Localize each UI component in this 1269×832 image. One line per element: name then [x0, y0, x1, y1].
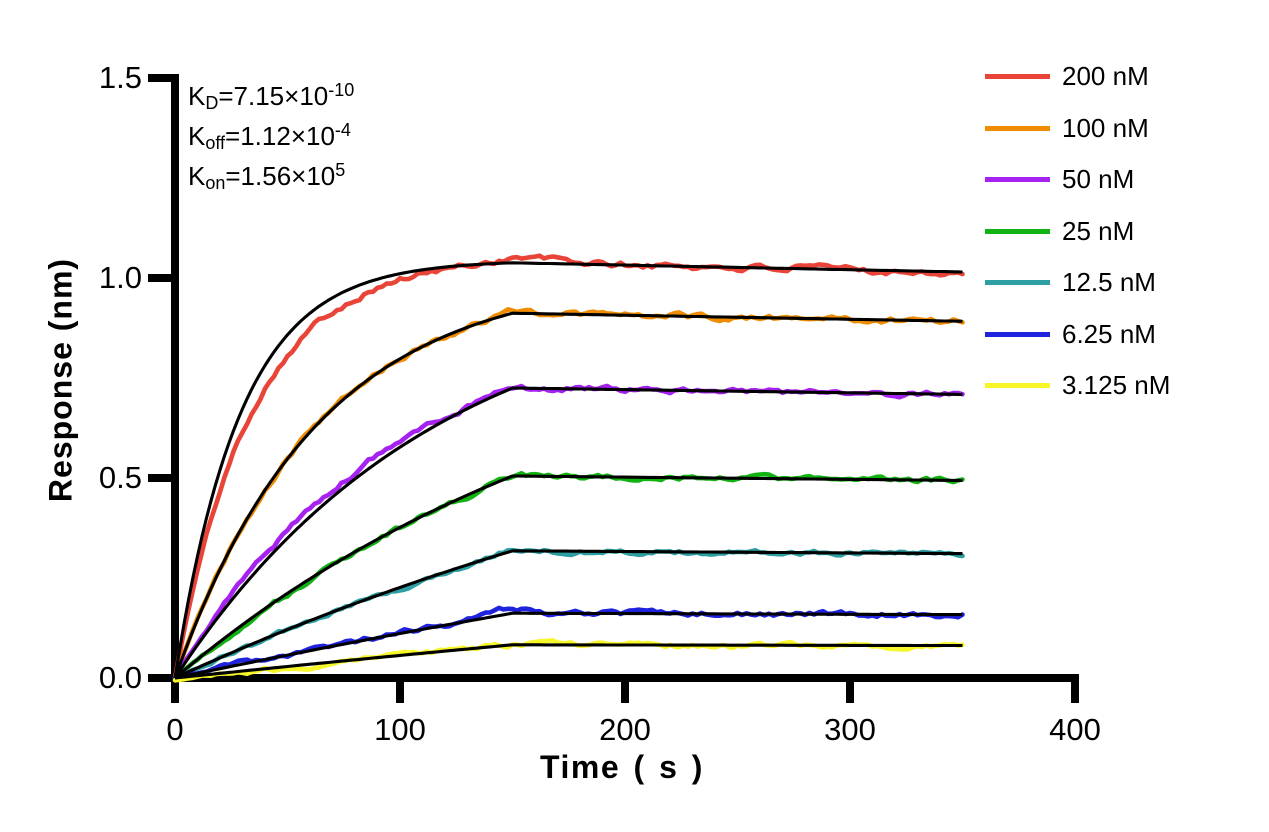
legend-item-200-nM: 200 nM [985, 51, 1170, 103]
legend-line-swatch [985, 125, 1050, 131]
annotation-kd-exponent: -10 [328, 80, 355, 100]
annotation-kd-value: =7.15×10 [218, 81, 329, 111]
y-tick-label-0.0: 0.0 [98, 660, 142, 695]
legend-label: 200 nM [1062, 61, 1149, 92]
y-tick-label-1.5: 1.5 [98, 60, 142, 95]
annotation-koff-exponent: -4 [334, 120, 351, 140]
annotation-kd-sub: D [205, 93, 219, 113]
legend-item-6.25-nM: 6.25 nM [985, 309, 1170, 361]
legend-line-swatch [985, 177, 1050, 183]
y-tick-label-1.0: 1.0 [98, 260, 142, 295]
annotation-kon-base: K [188, 161, 206, 191]
legend-line-swatch [985, 331, 1050, 337]
annotation-koff: Koff=1.12×10-4 [188, 116, 354, 156]
x-tick-label-0: 0 [166, 712, 184, 747]
legend-item-3.125-nM: 3.125 nM [985, 360, 1170, 412]
legend-line-swatch [985, 383, 1050, 389]
x-tick-label-300: 300 [824, 712, 876, 747]
x-tick-label-200: 200 [599, 712, 651, 747]
legend-item-25-nM: 25 nM [985, 206, 1170, 258]
fit-line-6.25-nM [174, 611, 963, 680]
fit-line-200-nM [173, 261, 963, 679]
annotation-koff-value: =1.12×10 [225, 121, 335, 151]
legend-label: 25 nM [1062, 215, 1135, 246]
legend-label: 3.125 nM [1062, 370, 1171, 401]
series-line-100-nM [172, 306, 965, 681]
annotation-kon: Kon=1.56×105 [188, 156, 354, 196]
legend-line-swatch [985, 228, 1050, 234]
fit-line-25-nM [173, 474, 963, 680]
annotation-kon-sub: on [205, 173, 226, 193]
annotation-koff-base: K [188, 121, 206, 151]
legend-label: 12.5 nM [1062, 267, 1156, 298]
fit-line-50-nM [173, 386, 963, 679]
legend-label: 50 nM [1062, 164, 1135, 195]
x-axis-title: Time ( s ) [540, 749, 704, 785]
legend-label: 6.25 nM [1062, 318, 1156, 349]
x-tick-label-400: 400 [1049, 712, 1101, 747]
annotation-kon-exponent: 5 [335, 160, 346, 180]
legend: 200 nM 100 nM 50 nM 25 nM 12.5 nM 6.25 nM 3.12… [985, 51, 1170, 412]
x-tick-label-100: 100 [374, 712, 426, 747]
fit-line-12.5-nM [174, 549, 963, 680]
legend-line-swatch [985, 280, 1050, 286]
fit-line-100-nM [173, 311, 963, 679]
series-line-3.125-nM [172, 638, 965, 683]
annotation-kon-value: =1.56×10 [225, 161, 336, 191]
legend-line-swatch [985, 74, 1050, 80]
y-tick-label-0.5: 0.5 [98, 460, 142, 495]
annotation-koff-sub: off [205, 133, 226, 153]
kinetics-annotations: KD=7.15×10-10 Koff=1.12×10-4 Kon=1.56×10… [188, 76, 354, 196]
legend-label: 100 nM [1062, 112, 1149, 143]
annotation-kd-base: K [188, 81, 206, 111]
series-line-200-nM [172, 253, 965, 681]
legend-item-50-nM: 50 nM [985, 154, 1170, 206]
fit-line-3.125-nM [174, 643, 963, 680]
annotation-kd: KD=7.15×10-10 [188, 76, 354, 116]
legend-item-12.5-nM: 12.5 nM [985, 257, 1170, 309]
legend-item-100-nM: 100 nM [985, 103, 1170, 155]
